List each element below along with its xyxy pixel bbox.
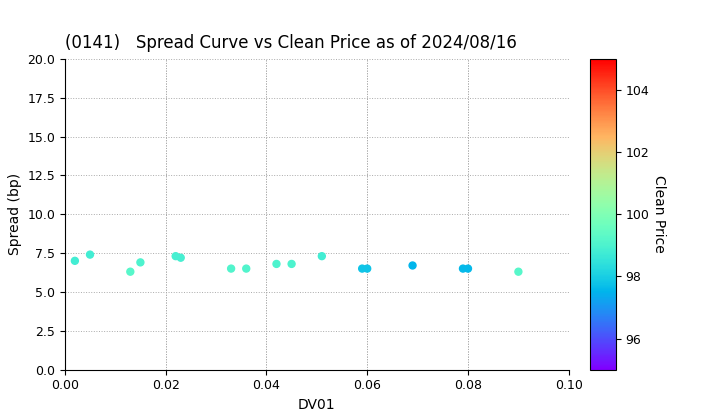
Text: (0141)   Spread Curve vs Clean Price as of 2024/08/16: (0141) Spread Curve vs Clean Price as of… <box>65 34 517 52</box>
Point <box>513 268 524 275</box>
Point <box>462 265 474 272</box>
Point <box>356 265 368 272</box>
Point <box>407 262 418 269</box>
Point <box>316 253 328 260</box>
Point <box>240 265 252 272</box>
Point <box>69 257 81 264</box>
Point <box>125 268 136 275</box>
Point <box>286 260 297 267</box>
Point <box>170 253 181 260</box>
Point <box>457 265 469 272</box>
Point <box>271 260 282 267</box>
Point <box>175 255 186 261</box>
X-axis label: DV01: DV01 <box>298 398 336 412</box>
Y-axis label: Clean Price: Clean Price <box>652 175 666 253</box>
Point <box>84 251 96 258</box>
Point <box>361 265 373 272</box>
Y-axis label: Spread (bp): Spread (bp) <box>8 173 22 255</box>
Point <box>135 259 146 266</box>
Point <box>225 265 237 272</box>
